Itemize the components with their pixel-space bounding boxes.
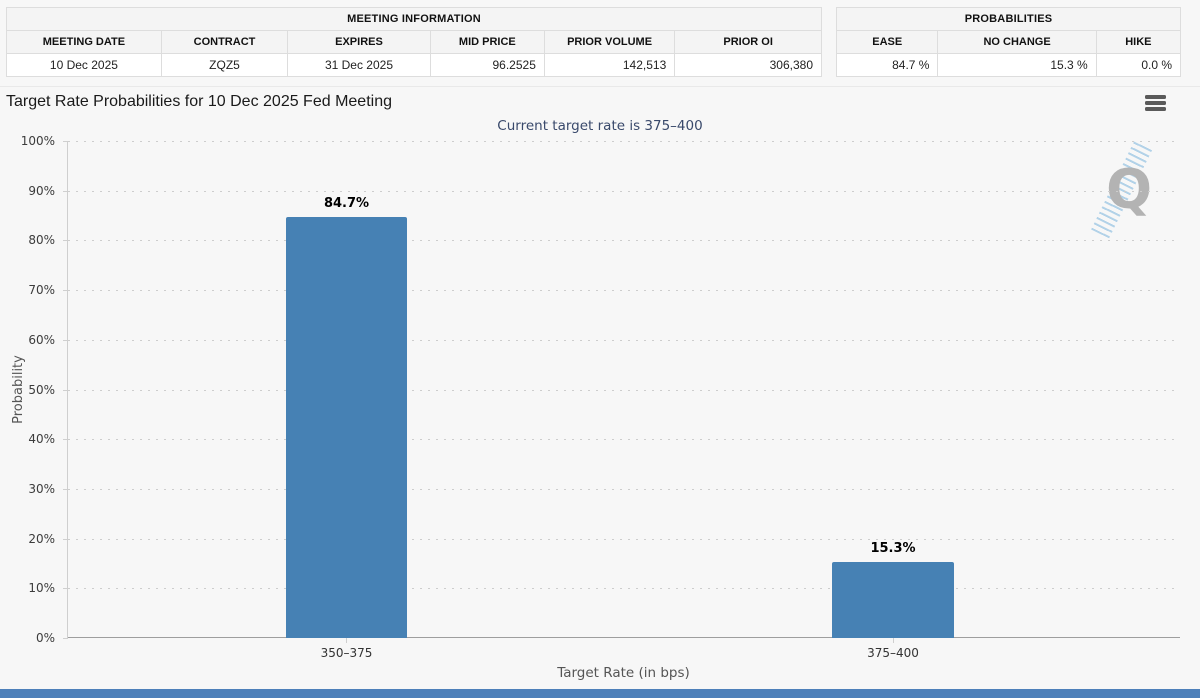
gridline <box>68 290 1180 291</box>
y-axis-tick <box>63 439 68 440</box>
y-axis-tick <box>63 191 68 192</box>
y-axis-tick-labels: 100% 90% 80% 70% 60% 50% 40% 30% 20% 10% 0% <box>0 134 61 645</box>
y-axis-tick <box>63 340 68 341</box>
col-mid-price: MID PRICE <box>429 30 545 54</box>
gridline <box>68 439 1180 440</box>
col-contract: CONTRACT <box>160 30 289 54</box>
probabilities-row: 84.7 % 15.3 % 0.0 % <box>835 53 1182 77</box>
x-axis-tick <box>346 638 347 643</box>
chart-subtitle: Current target rate is 375–400 <box>497 118 703 134</box>
hike-value: 0.0 % <box>1095 53 1182 77</box>
y-axis-tick-label: 90% <box>28 184 55 198</box>
watermark-q-icon: Q <box>1106 158 1152 221</box>
x-category-label: 350–375 <box>320 646 373 660</box>
meeting-information-table: MEETING INFORMATION MEETING DATE CONTRAC… <box>6 7 822 77</box>
y-axis-tick <box>63 489 68 490</box>
gridline <box>68 340 1180 341</box>
expires-value: 31 Dec 2025 <box>287 53 431 77</box>
bar-value-label: 15.3% <box>870 541 916 556</box>
col-hike: HIKE <box>1095 30 1182 54</box>
prior-volume-value: 142,513 <box>543 53 676 77</box>
x-category-label: 375–400 <box>867 646 919 660</box>
gridline <box>68 240 1180 241</box>
y-axis-tick <box>63 539 68 540</box>
y-axis-tick-label: 10% <box>28 581 55 595</box>
col-prior-oi: PRIOR OI <box>674 30 822 54</box>
x-axis-tick <box>893 638 894 643</box>
y-axis-tick-label: 30% <box>28 482 55 496</box>
gridline <box>68 637 1180 638</box>
ease-value: 84.7 % <box>835 53 939 77</box>
chart-title: Target Rate Probabilities for 10 Dec 202… <box>6 93 392 110</box>
col-meeting-date: MEETING DATE <box>6 30 162 54</box>
no-change-value: 15.3 % <box>937 53 1097 77</box>
x-axis-title: Target Rate (in bps) <box>557 665 690 681</box>
y-axis-tick-label: 40% <box>28 432 55 446</box>
gridline <box>68 588 1180 589</box>
gridline <box>68 191 1180 192</box>
y-axis-tick-label: 0% <box>35 631 55 645</box>
y-axis-tick <box>63 638 68 639</box>
contract-value: ZQZ5 <box>160 53 289 77</box>
y-axis-tick <box>63 290 68 291</box>
bottom-accent-bar <box>0 689 1200 698</box>
chart-panel: Target Rate Probabilities for 10 Dec 202… <box>0 86 1200 689</box>
y-axis-tick-label: 100% <box>20 134 55 148</box>
col-no-change: NO CHANGE <box>937 30 1097 54</box>
col-expires: EXPIRES <box>287 30 431 54</box>
y-axis-tick-label: 60% <box>28 333 55 347</box>
gridline <box>68 489 1180 490</box>
gridline <box>68 539 1180 540</box>
probabilities-header: PROBABILITIES <box>836 7 1181 31</box>
y-axis-tick <box>63 141 68 142</box>
probabilities-table: PROBABILITIES EASE NO CHANGE HIKE 84.7 %… <box>835 7 1182 77</box>
col-ease: EASE <box>835 30 939 54</box>
bar-350-375[interactable]: 84.7% <box>286 196 407 638</box>
quikstrike-watermark: Q <box>1091 139 1162 239</box>
plot-area: Q 84.7% 15.3% 350–375 375–400 <box>63 139 1180 660</box>
y-axis-tick <box>63 240 68 241</box>
meeting-date-value: 10 Dec 2025 <box>6 53 162 77</box>
bar-375-400[interactable]: 15.3% <box>832 541 954 638</box>
bar-value-label: 84.7% <box>323 196 370 211</box>
gridline <box>68 390 1180 391</box>
col-prior-volume: PRIOR VOLUME <box>543 30 676 54</box>
mid-price-value: 96.2525 <box>429 53 545 77</box>
y-axis-tick-label: 80% <box>28 233 55 247</box>
meeting-info-row: 10 Dec 2025 ZQZ5 31 Dec 2025 96.2525 142… <box>6 53 822 77</box>
meeting-info-header: MEETING INFORMATION <box>6 7 822 31</box>
y-axis-tick <box>63 588 68 589</box>
gridline <box>68 141 1180 142</box>
y-axis-tick-label: 50% <box>28 383 55 397</box>
hamburger-menu-icon[interactable] <box>1145 95 1167 112</box>
y-axis-tick-label: 20% <box>28 532 55 546</box>
y-axis-tick <box>63 390 68 391</box>
prior-oi-value: 306,380 <box>674 53 822 77</box>
y-axis-tick-label: 70% <box>28 283 55 297</box>
